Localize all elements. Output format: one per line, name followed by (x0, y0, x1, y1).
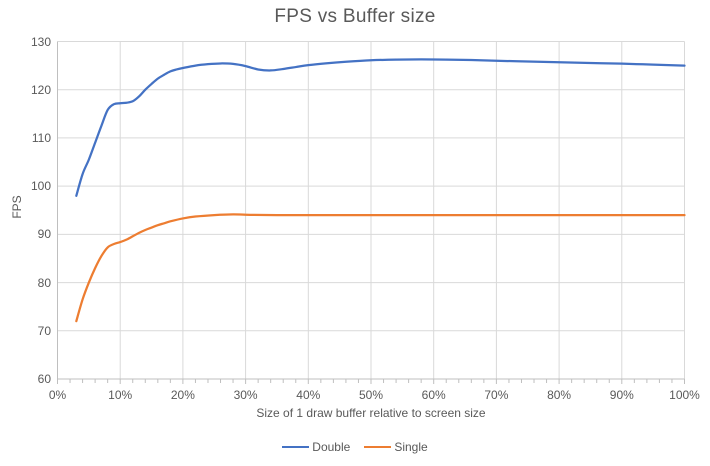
x-tick-label: 20% (170, 388, 195, 402)
x-tick-label: 80% (547, 388, 572, 402)
chart-title: FPS vs Buffer size (274, 6, 436, 27)
legend-item-double: Double (282, 440, 350, 454)
x-tick-label: 70% (484, 388, 509, 402)
legend-label-double: Double (312, 440, 351, 454)
y-tick-label: 70 (37, 323, 51, 338)
y-tick-label: 60 (37, 372, 51, 386)
x-tick-label: 90% (609, 388, 634, 402)
series-line-single (75, 213, 686, 323)
y-tick-label: 120 (30, 82, 51, 97)
legend-line-swatch-double (282, 445, 310, 449)
x-tick-label: 60% (421, 388, 446, 402)
x-tick-label: 50% (358, 388, 384, 402)
y-tick-label: 100 (30, 179, 51, 194)
y-tick-label: 110 (31, 130, 51, 145)
y-tick-label: 130 (30, 34, 51, 49)
x-axis-title: Size of 1 draw buffer relative to screen… (256, 406, 486, 420)
y-tick-label: 90 (37, 227, 51, 242)
x-tick-label: 40% (296, 388, 321, 402)
legend-item-single: Single (364, 440, 428, 454)
legend: Double Single (0, 440, 710, 454)
x-tick-label: 30% (233, 388, 258, 402)
x-tick-label: 100% (669, 388, 700, 402)
x-tick-label: 0% (48, 388, 67, 402)
legend-label-single: Single (394, 440, 428, 454)
x-tick-label: 10% (108, 388, 133, 402)
y-tick-label: 80 (37, 275, 51, 290)
series-line-double (75, 58, 686, 197)
legend-line-swatch-single (364, 445, 392, 449)
